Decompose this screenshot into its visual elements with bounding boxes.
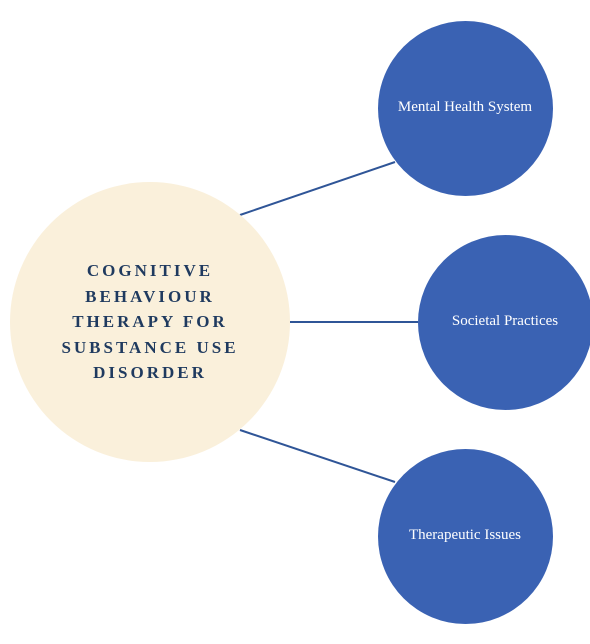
central-node-label: COGNITIVE BEHAVIOUR THERAPY FOR SUBSTANC… xyxy=(10,258,290,386)
satellite-node-societal-practices: Societal Practices xyxy=(418,235,590,410)
satellite-node-label: Mental Health System xyxy=(380,98,550,118)
central-node: COGNITIVE BEHAVIOUR THERAPY FOR SUBSTANC… xyxy=(10,182,290,462)
connector-line xyxy=(240,162,395,215)
connector-line xyxy=(240,430,395,482)
satellite-node-therapeutic-issues: Therapeutic Issues xyxy=(378,449,553,624)
satellite-node-mental-health: Mental Health System xyxy=(378,21,553,196)
satellite-node-label: Societal Practices xyxy=(434,312,576,332)
satellite-node-label: Therapeutic Issues xyxy=(391,526,539,546)
mindmap-diagram: COGNITIVE BEHAVIOUR THERAPY FOR SUBSTANC… xyxy=(0,0,590,644)
